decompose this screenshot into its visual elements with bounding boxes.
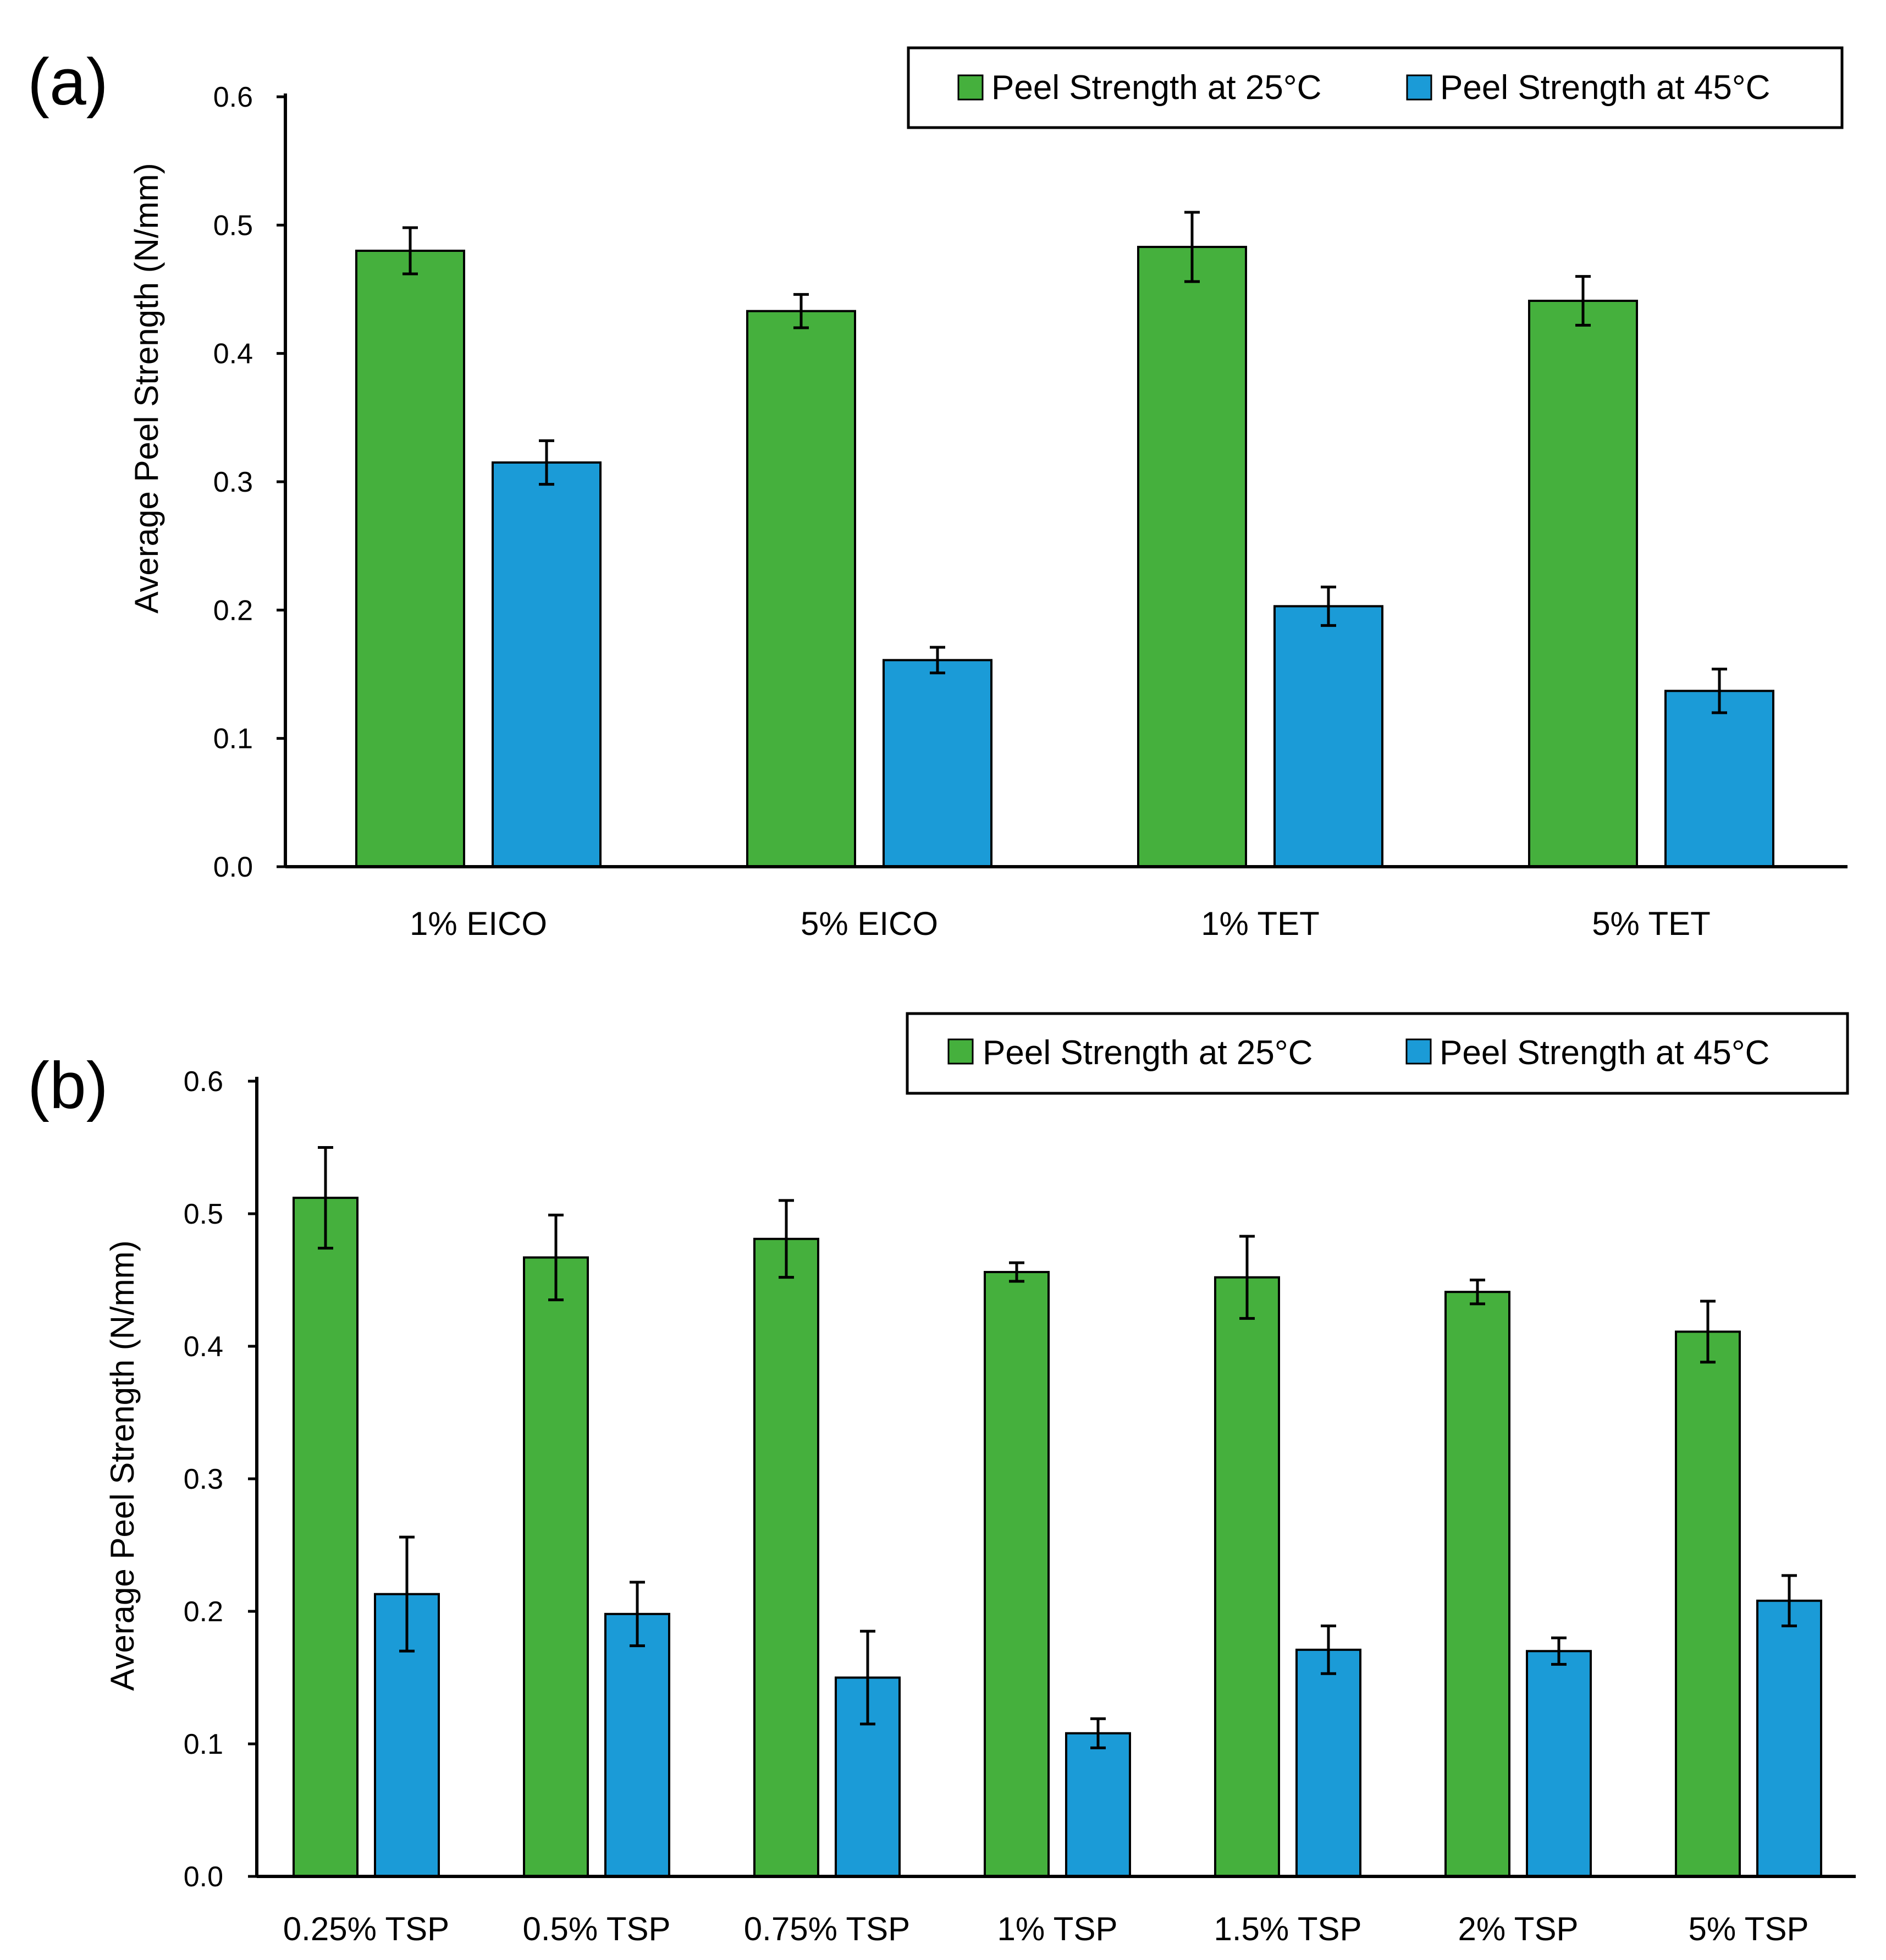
panel-b-y-axis-title: Average Peel Strength (N/mm) <box>104 1240 141 1691</box>
panel-a-error-bar-25c <box>1575 275 1591 327</box>
panel-b-y-tick-label: 0.4 <box>184 1331 223 1363</box>
panel-b-error-bar-25c <box>779 1199 794 1279</box>
panel-b-bar-25c <box>1444 1291 1510 1878</box>
panel-b-category-label: 2% TSP <box>1458 1911 1579 1947</box>
panel-b-bar-45c <box>1295 1648 1361 1878</box>
panel-b-error-bar-45c <box>399 1535 415 1653</box>
panel-a-legend: Peel Strength at 25°C Peel Strength at 4… <box>907 46 1844 129</box>
panel-a-legend-swatch-25c <box>957 74 984 101</box>
panel-a-error-bars <box>402 211 1727 714</box>
panel-a-y-tick-label: 0.3 <box>213 466 253 498</box>
panel-a-y-tick-label: 0.4 <box>213 338 253 370</box>
panel-a-bar-25c <box>1137 246 1247 868</box>
panel-b-category-label: 1% TSP <box>997 1911 1118 1947</box>
panel-b-bar-25c <box>753 1237 819 1878</box>
panel-b-error-bar-25c <box>1470 1279 1485 1306</box>
panel-b-y-tick-label: 0.1 <box>184 1728 223 1760</box>
panel-a-y-tick-label: 0.5 <box>213 210 253 241</box>
panel-a-bar-25c <box>355 250 465 868</box>
panel-a-bar-45c <box>1664 690 1774 868</box>
panel-a-bar-25c <box>746 310 856 868</box>
panel-a-legend-label-45c: Peel Strength at 45°C <box>1440 69 1770 107</box>
panel-b-bar-25c <box>523 1256 589 1878</box>
panel-a-error-bar-25c <box>1184 211 1200 283</box>
panel-b-error-bar-25c <box>1009 1261 1024 1283</box>
panel-b-category-label: 0.25% TSP <box>283 1911 449 1947</box>
panel-a-category-label: 5% EICO <box>801 905 938 942</box>
panel-b-bar-25c <box>984 1271 1050 1878</box>
panel-b-legend-label-25c: Peel Strength at 25°C <box>983 1034 1313 1072</box>
panel-a-error-bar-45c <box>930 646 945 675</box>
panel-a-category-labels: 1% EICO 5% EICO 1% TET 5% TET <box>410 905 1711 942</box>
panel-a-category-label: 5% TET <box>1592 905 1711 942</box>
panel-a-error-bar-45c <box>1321 585 1336 627</box>
panel-a-y-tick-label: 0.6 <box>213 81 253 113</box>
panel-b-error-bar-45c <box>1321 1625 1336 1675</box>
panel-b-error-bar-25c <box>318 1146 333 1250</box>
panel-a-error-bar-45c <box>1712 668 1727 714</box>
panel-b-error-bar-25c <box>1700 1300 1716 1364</box>
panel-b-y-tick-label: 0.0 <box>184 1861 223 1893</box>
panel-b-y-tick-label: 0.5 <box>184 1198 223 1230</box>
panel-b-y-tick-label: 0.3 <box>184 1463 223 1495</box>
panel-b-label: (b) <box>27 1049 108 1122</box>
panel-b-bar-45c <box>1065 1732 1131 1878</box>
panel-a-error-bar-25c <box>402 226 418 276</box>
panel-b-legend-swatch-45c <box>1405 1038 1432 1065</box>
panel-a: (a) Average Peel Strength (N/mm) 0.00.10… <box>27 45 1848 942</box>
panel-b-error-bar-45c <box>1090 1717 1106 1749</box>
panel-b-bar-45c <box>1756 1599 1822 1878</box>
panel-a-y-tick-label: 0.2 <box>213 594 253 626</box>
panel-a-bar-25c <box>1528 300 1638 868</box>
panel-a-bar-45c <box>883 659 992 868</box>
panel-b-error-bar-25c <box>548 1213 564 1302</box>
panel-b-category-label: 0.5% TSP <box>522 1911 670 1947</box>
panel-a-legend-box <box>907 46 1844 129</box>
panel-a-legend-swatch-45c <box>1406 74 1432 101</box>
panel-b-y-tick-labels: 0.0 0.1 0.2 0.3 0.4 0.5 0.6 <box>184 1066 257 1893</box>
panel-b-y-tick-label: 0.2 <box>184 1596 223 1628</box>
panel-b-category-label: 1.5% TSP <box>1214 1911 1361 1947</box>
panel-b-legend-swatch-25c <box>947 1038 974 1065</box>
panel-b-legend: Peel Strength at 25°C Peel Strength at 4… <box>906 1012 1849 1095</box>
panel-b-error-bar-45c <box>860 1629 875 1726</box>
panel-b-bar-25c <box>1675 1330 1741 1878</box>
panel-b: (b) Average Peel Strength (N/mm) 0.00.10… <box>27 1012 1856 1947</box>
panel-b-bar-45c <box>604 1612 670 1878</box>
panel-a-bar-45c <box>1273 605 1383 868</box>
panel-b-bars <box>293 1197 1822 1878</box>
panel-a-bar-45c <box>492 461 602 868</box>
panel-b-legend-box <box>906 1012 1849 1095</box>
panel-b-category-labels: 0.25% TSP 0.5% TSP 0.75% TSP 1% TSP 1.5% TSP… <box>283 1911 1809 1947</box>
panel-a-error-bar-45c <box>539 439 554 486</box>
panel-b-category-label: 0.75% TSP <box>744 1911 910 1947</box>
panel-b-error-bar-45c <box>630 1581 645 1648</box>
panel-b-y-tick-label: 0.6 <box>184 1066 223 1098</box>
panel-a-y-tick-label: 0.0 <box>213 851 253 883</box>
panel-b-error-bars <box>318 1146 1797 1749</box>
panel-b-error-bar-25c <box>1239 1235 1255 1320</box>
panel-a-y-axis-title: Average Peel Strength (N/mm) <box>128 163 165 613</box>
panel-b-error-bar-45c <box>1782 1574 1797 1628</box>
panel-a-bars <box>355 246 1774 868</box>
panel-a-y-tick-label: 0.1 <box>213 723 253 755</box>
panel-a-legend-label-25c: Peel Strength at 25°C <box>991 69 1321 107</box>
panel-b-bar-25c <box>293 1197 359 1878</box>
panel-b-category-label: 5% TSP <box>1689 1911 1809 1947</box>
panel-b-bar-25c <box>1214 1276 1280 1878</box>
panel-a-error-bar-25c <box>793 293 809 329</box>
panel-b-legend-label-45c: Peel Strength at 45°C <box>1440 1034 1769 1072</box>
panel-a-label: (a) <box>27 45 108 119</box>
panel-b-bar-45c <box>1526 1650 1592 1878</box>
panel-a-y-tick-labels: 0.0 0.1 0.2 0.3 0.4 0.5 0.6 <box>213 81 285 883</box>
panel-a-category-label: 1% EICO <box>410 905 547 942</box>
panel-a-category-label: 1% TET <box>1201 905 1320 942</box>
panel-b-error-bar-45c <box>1551 1636 1567 1666</box>
